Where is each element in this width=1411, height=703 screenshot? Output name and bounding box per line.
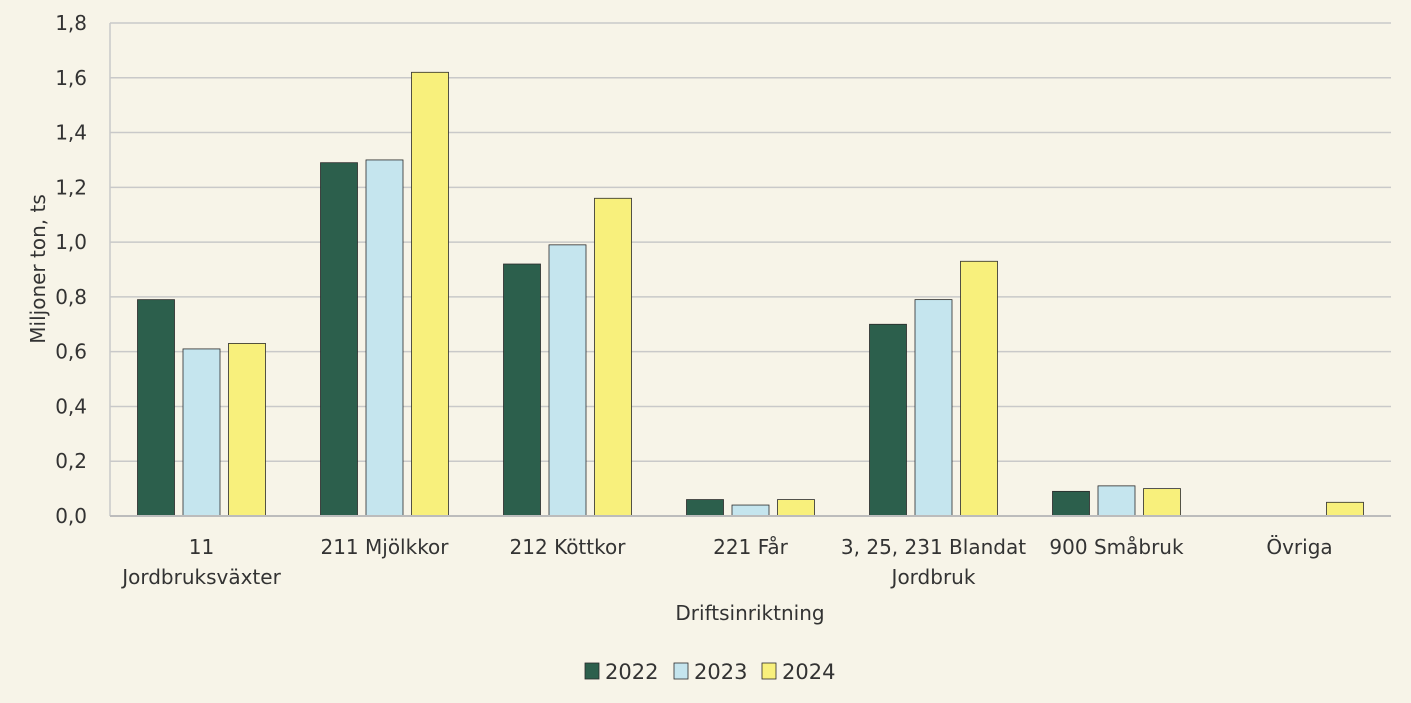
y-tick-label: 1,2	[55, 175, 87, 199]
x-category-label: 221 Får	[713, 535, 788, 559]
legend-label-2024: 2024	[782, 660, 835, 684]
legend-label-2023: 2023	[694, 660, 747, 684]
bar-2024	[1143, 488, 1181, 517]
x-category-label: 11 Jordbruksväxter	[120, 535, 281, 589]
bar-2024	[228, 343, 266, 517]
y-tick-label: 1,6	[55, 66, 87, 90]
bar-2024	[1326, 501, 1364, 517]
bar-2023	[548, 244, 587, 517]
x-category-labels: 11 Jordbruksväxter 211 Mjölkkor 212 Köttkor…	[120, 535, 1332, 589]
bar-2022	[503, 263, 541, 517]
y-tick-label: 0,8	[55, 285, 87, 309]
legend: 2022 2023 2024	[584, 660, 835, 684]
bar-2024	[777, 499, 815, 517]
y-tick-label: 0,6	[55, 340, 87, 364]
y-tick-label: 0,4	[55, 394, 87, 418]
x-category-label: 212 Köttkor	[510, 535, 627, 559]
bar-2022	[320, 162, 358, 517]
y-axis-title: Miljoner ton, ts	[26, 194, 50, 343]
bar-2023	[914, 299, 953, 517]
grid-lines	[109, 22, 1391, 516]
bar-2022	[137, 299, 175, 517]
bar-2024	[960, 260, 998, 517]
bar-2023	[1097, 485, 1136, 517]
bars	[137, 71, 1364, 517]
bar-2024	[411, 71, 449, 517]
x-category-label: 900 Småbruk	[1049, 535, 1184, 559]
bar-2023	[731, 504, 770, 517]
legend-swatch-2022	[584, 662, 600, 680]
x-axis-title: Driftsinriktning	[675, 601, 824, 625]
y-tick-label: 1,0	[55, 230, 87, 254]
bar-2022	[686, 499, 724, 517]
x-category-label: 211 Mjölkkor	[320, 535, 449, 559]
y-tick-label: 1,8	[55, 11, 87, 35]
legend-label-2022: 2022	[605, 660, 658, 684]
legend-swatch-2024	[761, 662, 777, 680]
x-category-label: 3, 25, 231 Blandat Jordbruk	[841, 535, 1026, 589]
x-category-label: Övriga	[1266, 535, 1332, 559]
y-tick-labels: 0,0 0,2 0,4 0,6 0,8 1,0 1,2 1,4 1,6 1,8	[55, 11, 87, 528]
y-tick-label: 0,2	[55, 449, 87, 473]
y-tick-label: 1,4	[55, 121, 87, 145]
y-tick-label: 0,0	[55, 504, 87, 528]
bar-2023	[365, 159, 404, 517]
bar-2024	[594, 197, 632, 517]
bar-2023	[182, 348, 221, 517]
bar-2022	[1052, 490, 1090, 517]
bar-2022	[869, 323, 907, 517]
legend-swatch-2023	[673, 662, 689, 680]
